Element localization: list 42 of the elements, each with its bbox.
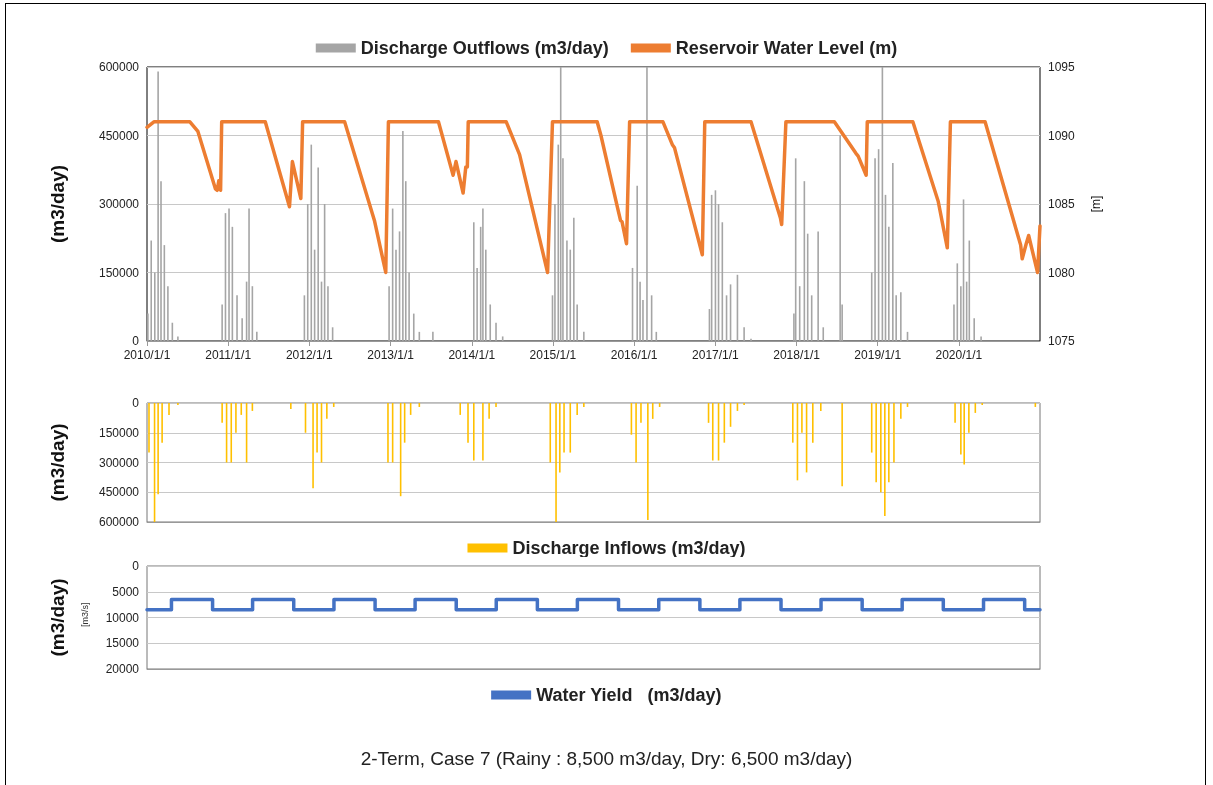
y-tick-label: 300000 [98,197,140,211]
text: [m3/s] [79,602,90,627]
x-tick-label: 2015/1/1 [529,348,577,362]
y-tick-label: 20000 [105,662,140,676]
x-tick-label: 2014/1/1 [448,348,496,362]
x-tick-label: 2012/1/1 [285,348,333,362]
x-tick-label: 2013/1/1 [367,348,415,362]
y2-axis-title: [m] [1089,195,1103,213]
x-tick-label: 2019/1/1 [854,348,902,362]
x-tick-label: 2020/1/1 [935,348,983,362]
y-tick-label: 0 [132,559,140,573]
legend-label: Water Yield (m3/day) [536,685,722,705]
y-tick-label: 0 [132,396,140,410]
text: 2-Term, Case 7 (Rainy : 8,500 m3/day, Dry: 6,500 m3/day) [360,748,853,769]
y-tick-label: 15000 [105,636,140,651]
y-tick-label: 450000 [98,128,140,143]
y2-tick-label: 1095 [1048,60,1076,74]
x-tick-label: 2016/1/1 [610,348,658,362]
y-tick-label: 150000 [98,265,140,280]
legend-label: Discharge Outflows (m3/day) [360,38,609,58]
y-tick-label: 10000 [105,610,140,625]
y-axis-title: (m3/day) [47,578,68,657]
y2-tick-label: 1090 [1048,128,1076,143]
y-tick-label: 5000 [112,584,140,599]
y-tick-label: 150000 [98,425,140,440]
y2-tick-label: 1075 [1048,334,1076,348]
y2-tick-label: 1085 [1048,197,1076,211]
x-tick-label: 2018/1/1 [773,348,821,362]
y-tick-label: 600000 [98,60,140,74]
legend-label: Reservoir Water Level (m) [675,38,898,58]
x-tick-label: 2011/1/1 [205,348,252,362]
x-tick-label: 2017/1/1 [692,348,740,362]
y-tick-label: 600000 [98,515,140,529]
x-tick-label: 2010/1/1 [123,348,171,362]
y2-tick-label: 1080 [1048,265,1076,280]
line-series [145,120,1042,275]
y-tick-label: 300000 [98,455,140,470]
y-axis-title: (m3/day) [47,164,68,244]
y-tick-label: 0 [132,334,140,348]
legend-label: Discharge Inflows (m3/day) [512,538,746,558]
y-axis-title: (m3/day) [47,423,68,502]
y-tick-label: 450000 [98,485,140,500]
